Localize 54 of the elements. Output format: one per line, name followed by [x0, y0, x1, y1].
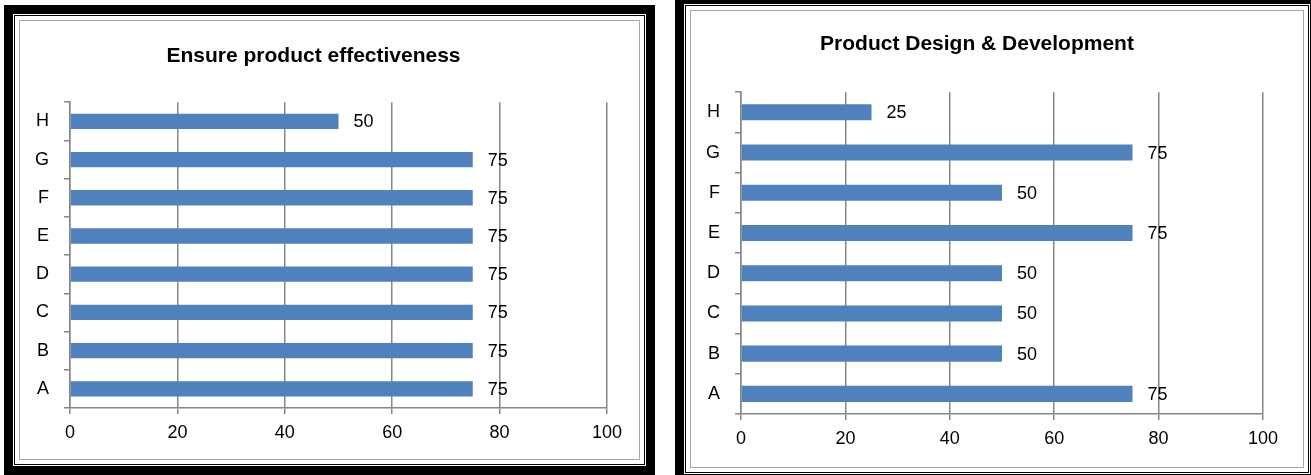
y-tick-label: E	[36, 224, 49, 245]
data-label: 75	[487, 340, 508, 361]
x-tick-label: 60	[1044, 427, 1065, 448]
x-tick-label: 0	[735, 427, 747, 448]
y-tick-label: D	[36, 263, 49, 284]
data-label: 50	[353, 111, 374, 132]
data-label: 50	[1017, 263, 1038, 284]
y-tick-label: H	[36, 110, 49, 131]
y-tick-label: E	[707, 221, 720, 242]
y-tick-label: F	[709, 181, 720, 202]
x-tick-label: 80	[489, 421, 510, 442]
data-label: 75	[1147, 383, 1168, 404]
x-tick-label: 80	[1148, 427, 1169, 448]
data-label: 75	[1147, 222, 1168, 243]
data-label: 50	[1017, 343, 1038, 364]
y-tick-label: A	[707, 382, 720, 403]
y-tick-label: F	[38, 186, 49, 207]
bar	[741, 224, 1133, 242]
x-tick-label: 0	[64, 421, 76, 442]
data-label: 75	[1147, 142, 1168, 163]
x-tick-label: 20	[835, 427, 856, 448]
data-label: 75	[487, 149, 508, 170]
y-tick-label: A	[36, 377, 49, 398]
data-label: 75	[487, 378, 508, 399]
x-tick-label: 100	[591, 421, 623, 442]
bar	[741, 385, 1133, 402]
x-tick-label: 60	[382, 421, 403, 442]
bar	[741, 265, 1002, 282]
y-tick-label: D	[707, 262, 720, 283]
data-label: 50	[1017, 303, 1038, 324]
bar	[741, 144, 1133, 161]
y-tick-label: B	[36, 339, 49, 360]
x-tick-label: 40	[939, 427, 960, 448]
y-tick-label: H	[707, 101, 720, 122]
y-tick-label: C	[707, 302, 720, 323]
y-tick-label: C	[36, 301, 49, 322]
y-tick-label: G	[705, 141, 720, 162]
bar	[741, 104, 872, 121]
bar	[741, 184, 1002, 201]
data-label: 50	[1017, 182, 1038, 203]
x-tick-label: 100	[1247, 427, 1279, 448]
data-label: 75	[487, 225, 508, 246]
data-label: 75	[487, 264, 508, 285]
bar	[741, 305, 1002, 322]
x-tick-label: 20	[167, 421, 188, 442]
x-tick-label: 40	[274, 421, 295, 442]
data-label: 75	[487, 302, 508, 323]
chart-title: Product Design & Development	[820, 31, 1134, 55]
y-tick-label: B	[707, 342, 720, 363]
bar	[741, 345, 1002, 362]
data-label: 25	[886, 102, 907, 123]
chart-title: Ensure product effectiveness	[166, 43, 461, 67]
data-label: 75	[487, 187, 508, 208]
y-tick-label: G	[34, 148, 49, 169]
